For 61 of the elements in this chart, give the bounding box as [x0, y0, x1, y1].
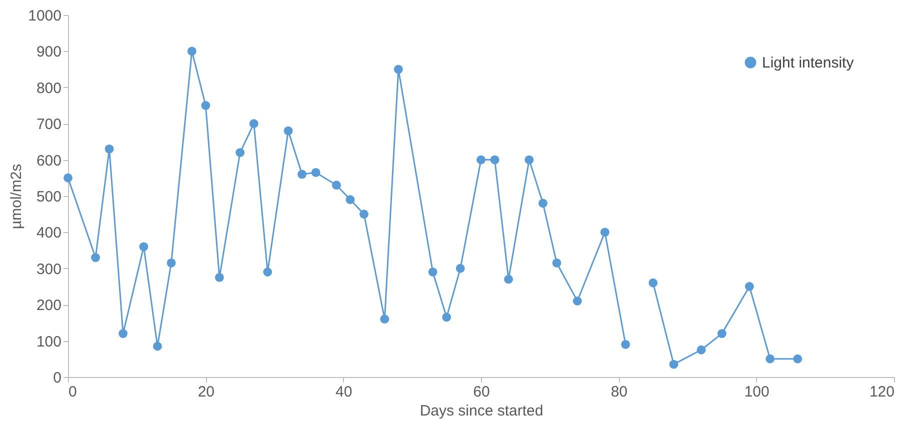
point: [298, 170, 307, 179]
point: [166, 258, 176, 268]
point: [153, 342, 162, 351]
y-tick-label: 400: [36, 224, 62, 242]
y-tick-label: 700: [36, 116, 62, 134]
x-tick-label: 60: [473, 384, 490, 400]
point: [744, 282, 754, 291]
point: [717, 329, 726, 338]
point: [442, 312, 452, 322]
x-tick-label: 80: [610, 384, 628, 400]
point: [766, 354, 775, 364]
y-tick-label: 300: [36, 260, 62, 278]
legend-label: Light intensity: [762, 54, 854, 72]
point: [214, 272, 224, 282]
point: [552, 258, 562, 268]
y-tick-label: 600: [36, 152, 62, 170]
point: [428, 268, 438, 276]
y-tick-label: 0: [53, 370, 62, 386]
y-axis-title: µmol/m2s: [8, 164, 26, 230]
point: [524, 155, 534, 164]
point: [476, 155, 486, 164]
y-tick-label: 800: [36, 80, 62, 97]
point: [236, 148, 245, 158]
point: [394, 64, 403, 74]
point: [696, 345, 706, 354]
point: [648, 278, 658, 288]
point: [284, 126, 293, 136]
point: [187, 46, 196, 56]
x-tick-label: 120: [869, 384, 894, 400]
point: [201, 101, 210, 110]
point: [360, 210, 368, 219]
y-tick-label: 1000: [28, 8, 62, 24]
point: [793, 354, 802, 364]
point: [504, 274, 514, 284]
point: [538, 198, 548, 208]
point: [572, 296, 582, 306]
x-tick-label: 20: [198, 384, 215, 400]
point: [380, 314, 390, 324]
point: [263, 268, 272, 276]
point: [456, 264, 465, 273]
point: [490, 155, 500, 164]
point: [64, 173, 72, 182]
point: [669, 360, 678, 369]
y-tick-label: 100: [36, 333, 62, 350]
x-tick-label: 40: [335, 384, 352, 400]
point: [139, 242, 148, 252]
x-axis-title: Days since started: [420, 402, 544, 420]
point: [621, 340, 630, 349]
point: [332, 180, 341, 190]
x-tick-label: 0: [68, 384, 77, 400]
point: [311, 168, 320, 177]
y-tick-label: 900: [36, 44, 62, 61]
point: [249, 119, 258, 128]
y-tick-label: 500: [36, 188, 62, 206]
y-tick-label: 200: [36, 297, 62, 314]
point: [104, 144, 114, 154]
point: [600, 228, 610, 237]
point: [346, 195, 355, 204]
x-tick-label: 100: [744, 384, 770, 400]
point: [118, 329, 128, 338]
point: [91, 253, 100, 262]
